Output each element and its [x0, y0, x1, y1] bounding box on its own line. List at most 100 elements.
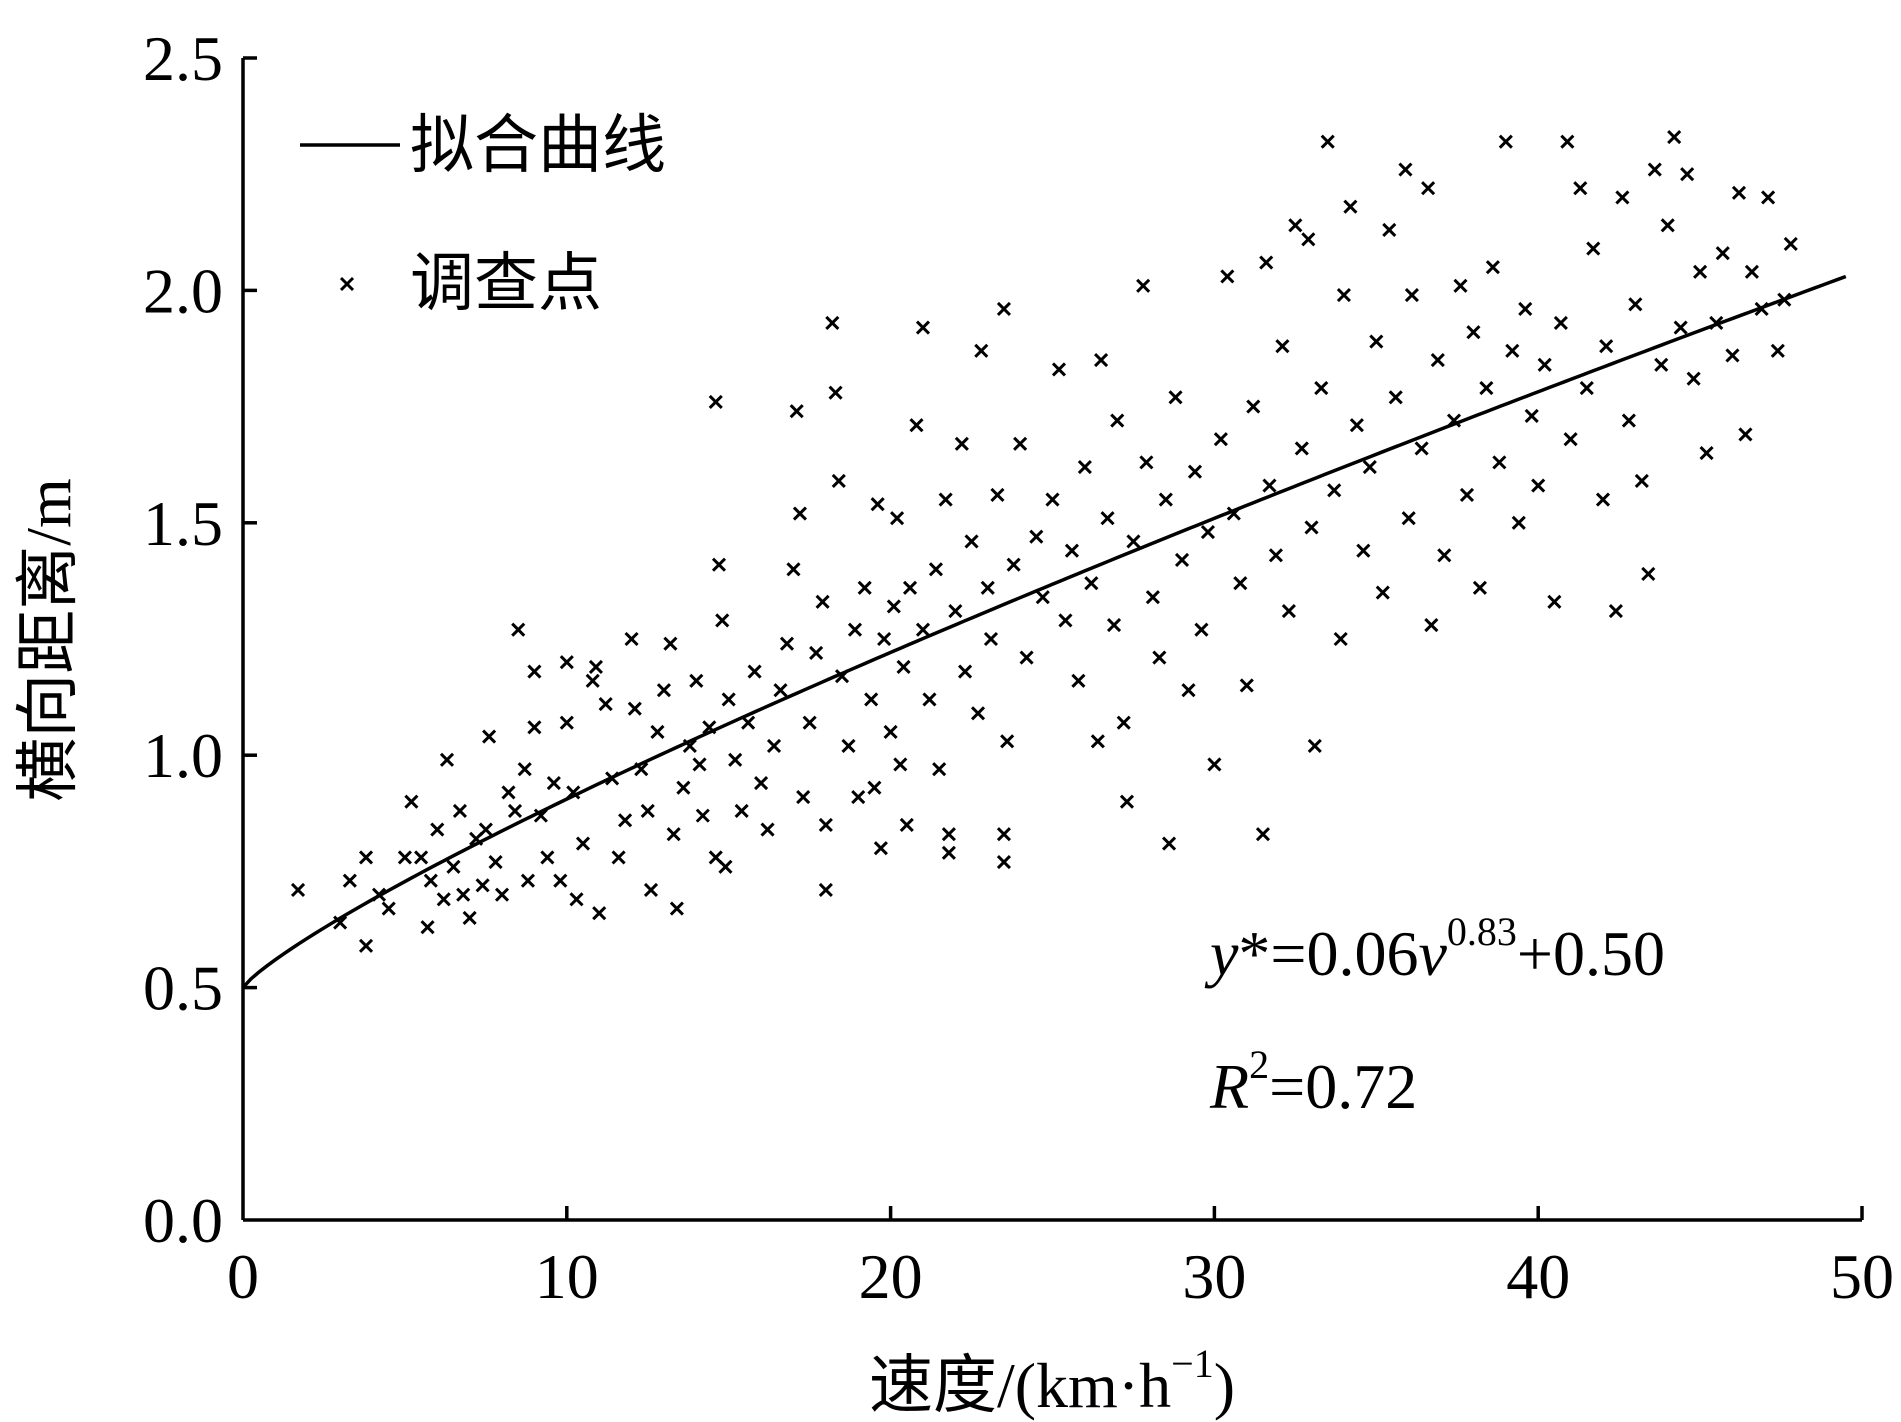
scatter-point — [358, 938, 374, 953]
scatter-point — [1145, 590, 1160, 605]
scatter-point — [932, 762, 947, 777]
scatter-point — [559, 655, 574, 670]
scatter-point — [618, 813, 633, 828]
scatter-point — [488, 855, 503, 870]
scatter-point — [1071, 673, 1086, 688]
scatter-point — [802, 715, 817, 730]
y-tick-label: 0.5 — [143, 953, 223, 1024]
scatter-point — [938, 492, 953, 507]
scatter-point — [689, 673, 704, 688]
scatter-point — [1051, 362, 1067, 377]
scatter-point — [1045, 492, 1060, 507]
scatter-point — [948, 604, 963, 619]
scatter-point — [585, 673, 600, 688]
scatter-point — [1259, 255, 1274, 270]
scatter-point — [1770, 343, 1785, 358]
scatter-point — [501, 785, 516, 800]
scatter-point — [954, 436, 969, 451]
scatter-point — [1362, 459, 1377, 475]
scatter-point — [958, 664, 973, 679]
scatter-point — [1006, 557, 1021, 572]
scatter-point — [909, 418, 924, 433]
legend-points-label: 调查点 — [410, 248, 602, 319]
scatter-point — [527, 720, 542, 735]
scatter-point — [462, 910, 477, 925]
scatter-point — [1599, 339, 1614, 354]
scatter-point — [420, 920, 435, 935]
scatter-point — [1560, 134, 1575, 149]
scatter-point — [1531, 478, 1546, 493]
scatter-point — [1320, 134, 1335, 149]
scatter-point — [1492, 455, 1507, 470]
scatter-point — [342, 873, 357, 888]
scatter-point — [404, 794, 419, 809]
scatter-point — [1213, 432, 1228, 447]
scatter-point — [1035, 590, 1050, 605]
scatter-point — [886, 599, 901, 614]
scatter-point — [1136, 278, 1151, 293]
scatter-point — [711, 557, 727, 572]
scatter-point — [1547, 594, 1562, 609]
scatter-point — [1744, 264, 1759, 279]
scatter-point — [1349, 418, 1364, 433]
scatter-point — [1421, 181, 1436, 196]
scatter-point — [1524, 408, 1539, 423]
scatter-point — [1094, 353, 1109, 368]
scatter-point — [899, 817, 914, 832]
scatter-point — [1239, 678, 1254, 693]
scatter-point — [1301, 232, 1316, 247]
scatter-point — [734, 803, 749, 819]
scatter-point — [870, 497, 885, 512]
scatter-point — [1084, 576, 1099, 591]
scatter-point — [1200, 525, 1215, 540]
scatter-point — [452, 803, 468, 819]
scatter-point — [1608, 604, 1623, 619]
scatter-point — [1537, 357, 1552, 372]
scatter-point — [1356, 543, 1371, 558]
scatter-point — [1246, 399, 1261, 414]
scatter-point — [1168, 390, 1183, 405]
scatter-point — [1152, 650, 1167, 665]
scatter-point — [456, 887, 471, 902]
scatter-point — [1731, 185, 1747, 200]
scatter-point — [640, 803, 655, 819]
scatter-point — [990, 487, 1005, 502]
scatter-point — [666, 827, 681, 842]
scatter-point — [475, 878, 490, 893]
scatter-point — [928, 562, 943, 577]
legend-fit-label: 拟合曲线 — [410, 110, 666, 181]
scatter-point — [851, 789, 866, 805]
scatter-point — [1404, 287, 1419, 303]
scatter-point — [890, 511, 905, 526]
scatter-point — [893, 757, 908, 772]
scatter-point — [1437, 548, 1452, 563]
scatter-point — [692, 757, 707, 772]
legend-point-marker-icon — [339, 276, 355, 292]
x-tick-label: 20 — [859, 1241, 923, 1312]
scatter-point — [494, 887, 510, 902]
scatter-point — [796, 789, 811, 805]
scatter-point — [333, 915, 348, 930]
scatter-point — [414, 850, 429, 865]
scatter-point — [1466, 325, 1481, 340]
scatter-point — [669, 901, 684, 916]
scatter-point — [569, 892, 584, 907]
scatter-point — [436, 892, 451, 907]
equation-mid: *=0.06 — [1238, 918, 1418, 989]
scatter-point — [1699, 446, 1714, 461]
scatter-point — [741, 715, 756, 730]
scatter-point — [1388, 390, 1403, 405]
scatter-point — [1314, 380, 1329, 396]
r-squared: R2=0.72 — [1209, 1042, 1417, 1122]
scatter-point — [941, 845, 956, 860]
scatter-point — [663, 636, 678, 651]
scatter-point — [1628, 297, 1643, 312]
scatter-point — [1505, 343, 1520, 358]
scatter-point — [1375, 585, 1390, 600]
scatter-point — [786, 562, 801, 577]
scatter-point — [1158, 492, 1173, 507]
scatter-point — [1647, 162, 1662, 177]
scatter-point — [1019, 650, 1034, 665]
y-tick-label: 2.5 — [143, 23, 223, 94]
scatter-point — [627, 701, 642, 716]
